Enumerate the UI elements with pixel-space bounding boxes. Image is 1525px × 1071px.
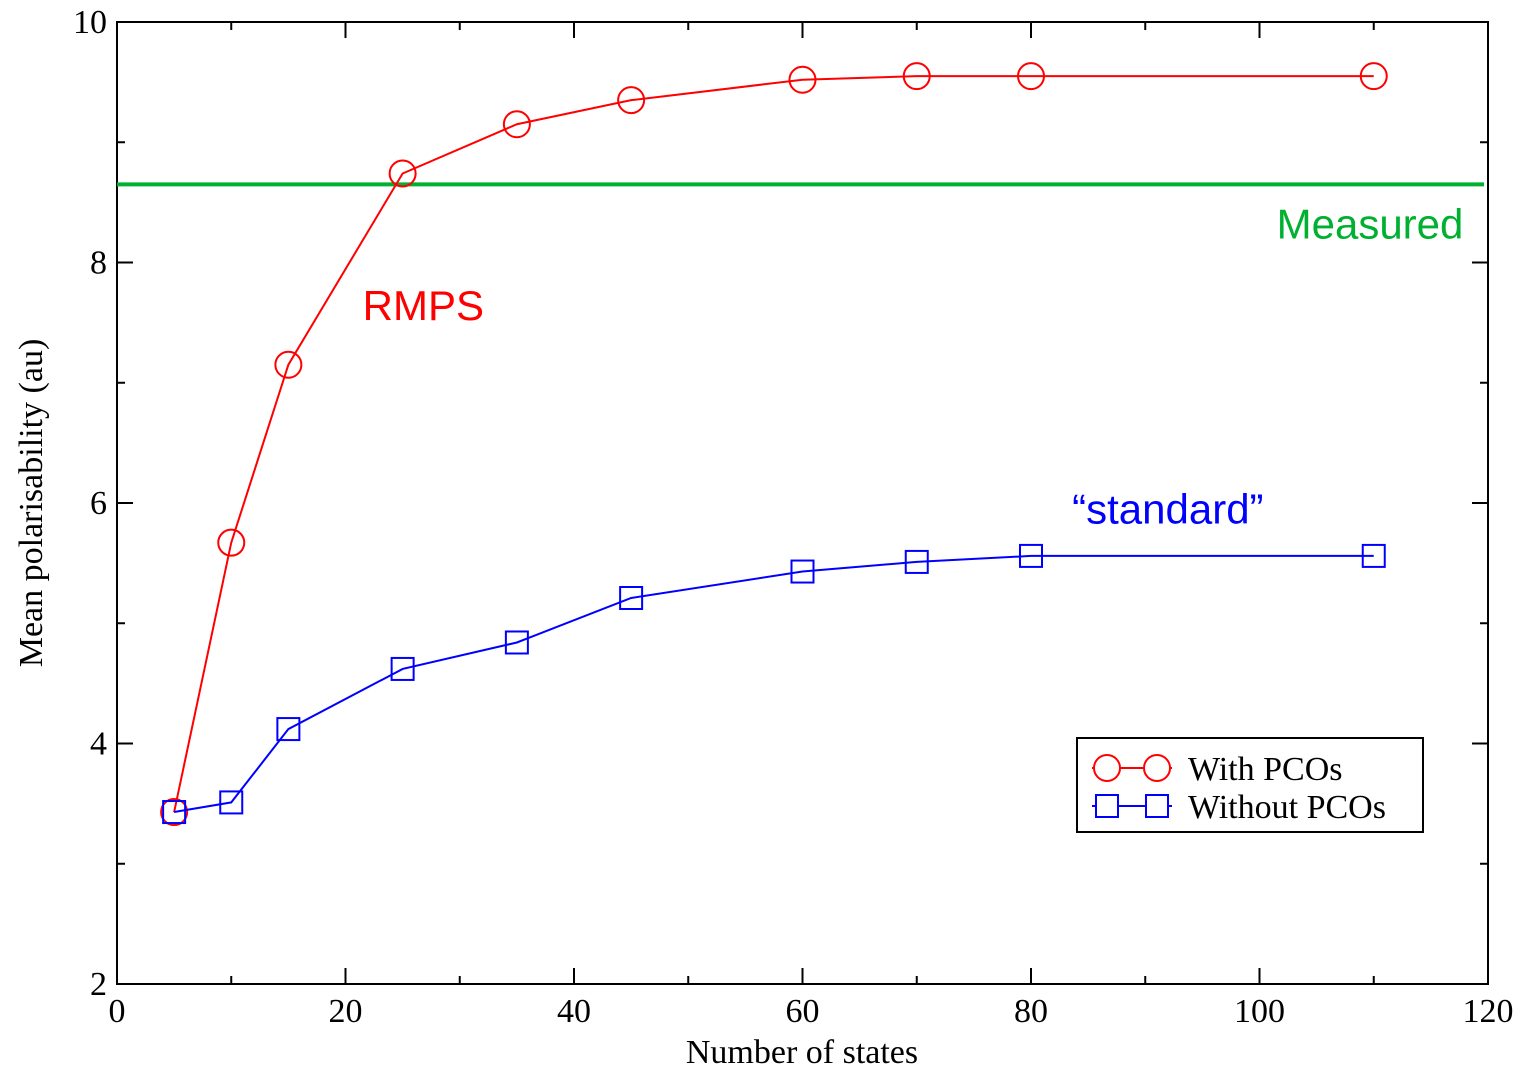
data-point-with-pcos bbox=[502, 110, 531, 139]
plot-frame bbox=[116, 21, 1489, 985]
legend-marker-circle bbox=[1093, 754, 1121, 782]
x-axis-title: Number of states bbox=[686, 1034, 918, 1071]
series-line-with-pcos bbox=[173, 75, 1374, 813]
series-line-without-pcos bbox=[173, 554, 1374, 814]
y-axis-title: Mean polarisability (au) bbox=[13, 339, 50, 668]
legend-label: With PCOs bbox=[1188, 751, 1343, 788]
data-point-without-pcos bbox=[390, 656, 415, 681]
data-point-with-pcos bbox=[1017, 62, 1045, 91]
x-tick-label: 40 bbox=[557, 993, 591, 1030]
data-point-with-pcos bbox=[902, 62, 931, 91]
x-tick-label: 20 bbox=[329, 993, 363, 1030]
data-point-without-pcos bbox=[219, 790, 244, 815]
data-point-with-pcos bbox=[388, 159, 417, 188]
x-tick-label: 80 bbox=[1014, 993, 1048, 1030]
annotations: Measured RMPS “standard” bbox=[363, 200, 1464, 532]
series-layer bbox=[160, 62, 1388, 827]
data-point-without-pcos bbox=[1361, 543, 1386, 568]
data-point-without-pcos bbox=[162, 800, 187, 825]
data-point-with-pcos bbox=[788, 65, 817, 94]
x-tick-label: 100 bbox=[1234, 993, 1285, 1030]
data-point-without-pcos bbox=[276, 717, 301, 742]
x-tick-label: 0 bbox=[109, 993, 126, 1030]
data-point-without-pcos bbox=[619, 585, 644, 610]
data-point-without-pcos bbox=[904, 549, 929, 574]
legend-box bbox=[1076, 737, 1424, 833]
data-point-with-pcos bbox=[617, 86, 646, 115]
data-point-with-pcos bbox=[217, 528, 246, 557]
data-point-with-pcos bbox=[274, 350, 303, 379]
data-point-without-pcos bbox=[790, 559, 815, 584]
y-tick-label: 6 bbox=[90, 485, 107, 522]
legend-marker-square bbox=[1095, 794, 1119, 818]
y-tick-label: 8 bbox=[90, 245, 107, 282]
data-point-without-pcos bbox=[1019, 543, 1043, 568]
y-tick-label: 10 bbox=[73, 4, 107, 41]
legend-marker-circle bbox=[1143, 754, 1171, 782]
ticks: 0 20 40 60 80 100 120 2 4 6 8 10 bbox=[73, 4, 1514, 1030]
annotation-label: RMPS bbox=[363, 282, 484, 329]
x-tick-label: 120 bbox=[1463, 993, 1514, 1030]
annotation-label: “standard” bbox=[1072, 485, 1263, 532]
data-point-with-pcos bbox=[160, 798, 189, 827]
y-tick-label: 4 bbox=[90, 726, 107, 763]
legend-marker-square bbox=[1145, 794, 1169, 818]
legend-label: Without PCOs bbox=[1188, 789, 1386, 826]
annotation-label: Measured bbox=[1277, 200, 1464, 247]
data-point-with-pcos bbox=[1359, 62, 1388, 91]
data-point-without-pcos bbox=[504, 630, 529, 655]
x-tick-label: 60 bbox=[786, 993, 820, 1030]
y-tick-label: 2 bbox=[90, 966, 107, 1003]
